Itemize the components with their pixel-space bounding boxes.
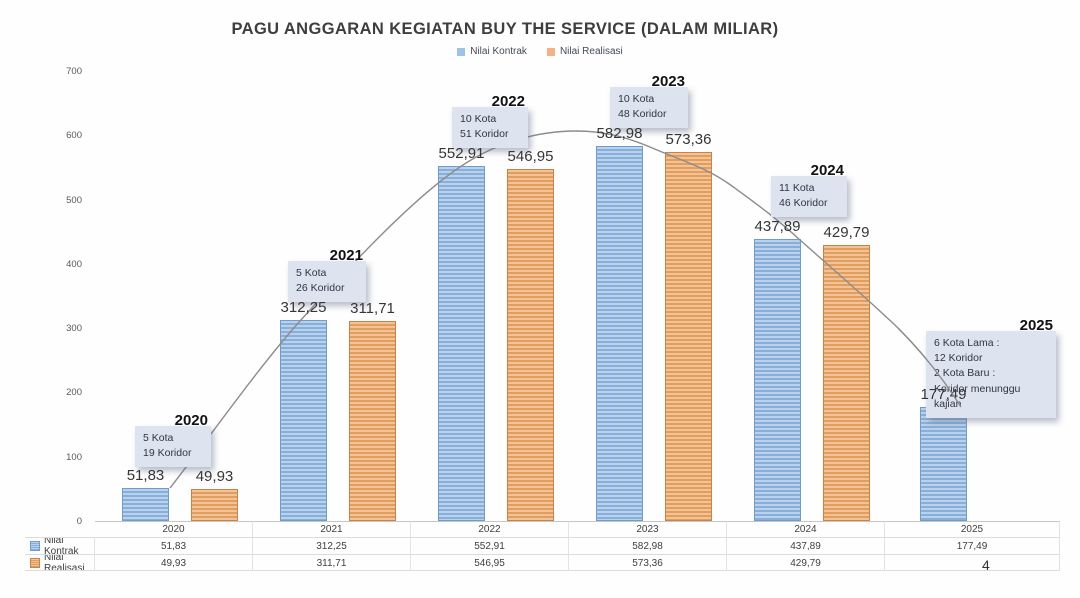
callout-text-line: 46 Koridor	[779, 197, 828, 210]
bar-value-label: 49,93	[195, 467, 234, 485]
chart-legend: Nilai Kontrak Nilai Realisasi	[0, 46, 1080, 57]
callout-text-line: 10 Kota	[460, 113, 497, 125]
bar-value-label: 437,89	[754, 218, 801, 236]
callout-text-line: 5 Kota	[143, 432, 174, 444]
table-cell: 582,98	[569, 537, 727, 554]
bar-value-label: 177,49	[920, 385, 967, 403]
bar-value-label: 552,91	[438, 144, 485, 162]
callout-2025: 2025 6 Kota Lama : 12 Koridor 2 Kota Baru :…	[926, 317, 1056, 419]
callout-2023: 2023 10 Kota 48 Koridor	[610, 73, 688, 129]
table-row-label-nilai-kontrak: Nilai Kontrak	[25, 537, 95, 554]
table-cell: 51,83	[95, 537, 253, 554]
table-cell: 552,91	[411, 537, 569, 554]
bar-value-label: 311,71	[350, 299, 395, 317]
table-cell: 312,25	[253, 537, 411, 554]
chart-title: PAGU ANGGARAN KEGIATAN BUY THE SERVICE (…	[231, 20, 779, 38]
bar-nilai-kontrak-2023	[596, 146, 643, 521]
legend-label: Nilai Kontrak	[470, 46, 527, 57]
callout-text-line: 10 Kota	[618, 93, 655, 105]
table-cell: 49,93	[95, 554, 253, 571]
bar-nilai-realisasi-2020	[191, 488, 238, 521]
callout-year-label: 2022	[491, 93, 525, 110]
table-cell: 177,49	[885, 537, 1060, 554]
y-axis-tick-label: 100	[66, 451, 82, 463]
bar-nilai-realisasi-2023	[665, 152, 712, 521]
table-row-label-text: Nilai Realisasi	[44, 554, 85, 571]
callout-year-label: 2021	[329, 247, 363, 264]
bar-nilai-realisasi-2021	[349, 320, 396, 521]
callout-2020: 2020 5 Kota 19 Koridor	[135, 412, 211, 468]
callout-text-line: 26 Koridor	[296, 282, 345, 295]
y-axis-tick-label: 200	[66, 387, 82, 399]
callout-year-label: 2025	[1019, 317, 1053, 334]
bar-nilai-kontrak-2021	[280, 320, 327, 521]
table-header-cell-2020: 2020	[95, 521, 253, 537]
callout-year-label: 2020	[174, 412, 208, 429]
callout-text-line: 48 Koridor	[618, 108, 667, 121]
callout-2024: 2024 11 Kota 46 Koridor	[771, 162, 847, 218]
callout-text-line: 19 Koridor	[143, 447, 192, 460]
callout-text-line: 6 Kota Lama :	[934, 337, 1000, 349]
callout-2021: 2021 5 Kota 26 Koridor	[288, 247, 366, 303]
bar-nilai-realisasi-2024	[823, 244, 870, 521]
table-row-label-nilai-realisasi: Nilai Realisasi	[25, 554, 95, 571]
y-axis-tick-label: 600	[66, 130, 82, 142]
table-row-label-text: Nilai Kontrak	[44, 537, 79, 554]
table-header-cell-2021: 2021	[253, 521, 411, 537]
legend-swatch-nilai-kontrak-icon	[457, 47, 466, 56]
table-cell: 429,79	[727, 554, 885, 571]
callout-text-line: 51 Koridor	[460, 128, 509, 141]
table-header-cell-2024: 2024	[727, 521, 885, 537]
table-cell: 437,89	[727, 537, 885, 554]
legend-swatch-nilai-realisasi-icon	[546, 47, 555, 56]
bar-nilai-kontrak-2025	[920, 406, 967, 521]
bar-nilai-kontrak-2022	[438, 165, 485, 521]
callout-text-line: 11 Kota	[779, 182, 815, 194]
legend-label: Nilai Realisasi	[559, 46, 623, 57]
callout-text-line: 2 Kota Baru :	[934, 367, 996, 380]
table-cell	[885, 554, 1060, 571]
y-axis-tick-label: 0	[76, 516, 82, 527]
bar-nilai-kontrak-2020	[122, 487, 169, 521]
bar-value-label: 546,95	[507, 148, 554, 166]
callout-year-label: 2024	[810, 162, 844, 179]
legend-item-nilai-realisasi: Nilai Realisasi	[546, 46, 623, 57]
y-axis-tick-label: 400	[66, 258, 82, 270]
bar-value-label: 312,25	[280, 299, 327, 317]
table-cell: 311,71	[253, 554, 411, 571]
table-cell: 573,36	[569, 554, 727, 571]
callout-year-label: 2023	[651, 73, 685, 90]
nilai-kontrak-series-icon	[30, 541, 40, 551]
y-axis-tick-label: 500	[66, 194, 82, 206]
nilai-realisasi-series-icon	[30, 557, 40, 568]
y-axis-tick-label: 300	[66, 323, 82, 335]
callout-text-line: 5 Kota	[296, 267, 327, 279]
callout-text-line: 12 Koridor	[934, 352, 983, 365]
table-header-cell-2025: 2025	[885, 521, 1060, 537]
bar-value-label: 582,98	[596, 125, 643, 143]
bar-value-label: 429,79	[823, 223, 870, 241]
legend-item-nilai-kontrak: Nilai Kontrak	[457, 46, 527, 57]
bar-nilai-kontrak-2024	[754, 239, 801, 521]
bar-value-label: 573,36	[665, 131, 712, 149]
table-header-cell-2023: 2023	[569, 521, 727, 537]
table-header-cell-2022: 2022	[411, 521, 569, 537]
page-number: 4	[982, 557, 990, 573]
bar-value-label: 51,83	[126, 466, 165, 484]
table-cell: 546,95	[411, 554, 569, 571]
callout-2022: 2022 10 Kota 51 Koridor	[452, 93, 528, 149]
y-axis-tick-label: 700	[66, 66, 82, 77]
bar-nilai-realisasi-2022	[507, 169, 554, 521]
